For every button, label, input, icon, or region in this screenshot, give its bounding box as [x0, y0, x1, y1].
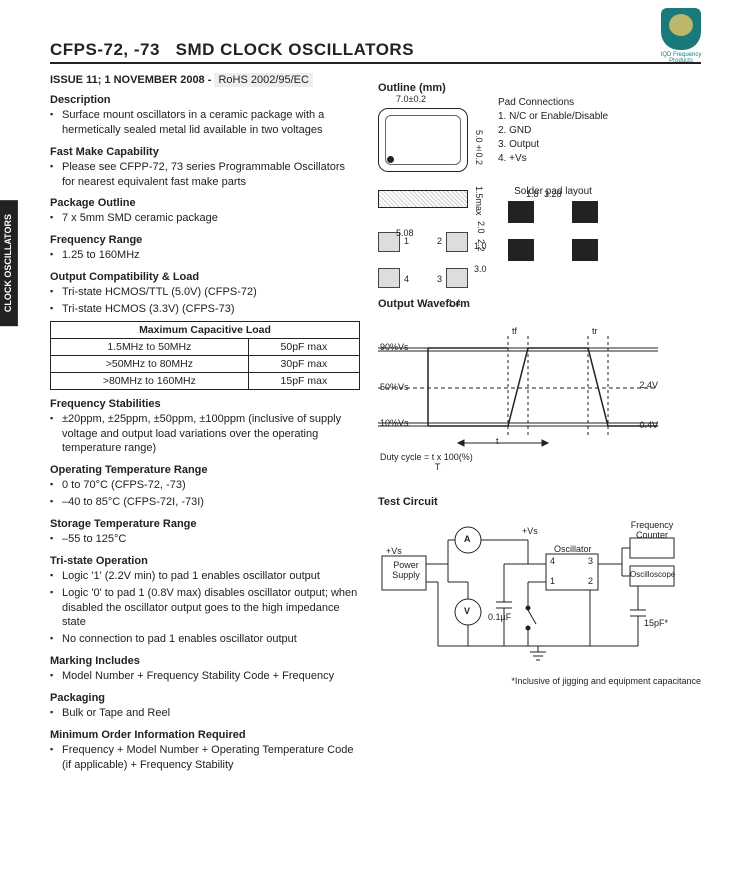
output-waveform-diagram: 90%Vs 50%Vs 10%Vs 2.4V 0.4V tf tr t Duty…	[378, 318, 658, 468]
heading-storetemp: Storage Temperature Range	[50, 518, 360, 530]
heading-package: Package Outline	[50, 197, 360, 209]
heading-optemp: Operating Temperature Range	[50, 464, 360, 476]
list-item: Surface mount oscillators in a ceramic p…	[50, 108, 360, 138]
list-item: Bulk or Tape and Reel	[50, 706, 360, 721]
heading-outline: Outline (mm)	[378, 82, 701, 94]
list-item: Logic '0' to pad 1 (0.8V max) disables o…	[50, 586, 360, 631]
heading-tristate: Tri-state Operation	[50, 555, 360, 567]
list-item: –55 to 125°C	[50, 532, 360, 547]
list-item: 1.25 to 160MHz	[50, 248, 360, 263]
heading-packaging: Packaging	[50, 692, 360, 704]
package-top-view	[378, 108, 468, 172]
list-item: Logic '1' (2.2V min) to pad 1 enables os…	[50, 569, 360, 584]
heading-outputcomp: Output Compatibility & Load	[50, 271, 360, 283]
pad-connections: Pad Connections 1. N/C or Enable/Disable…	[498, 96, 608, 166]
list-item: No connection to pad 1 enables oscillato…	[50, 632, 360, 647]
heading-fastmake: Fast Make Capability	[50, 146, 360, 158]
brand-logo: IQD Frequency Products	[655, 8, 707, 68]
heading-minorder: Minimum Order Information Required	[50, 729, 360, 741]
capacitive-load-table: Maximum Capacitive Load 1.5MHz to 50MHz5…	[50, 321, 360, 390]
outline-diagram: 7.0±0.2 5.0±0.2 1.5max 1 2 3 4 5.08 3.0 …	[378, 96, 701, 288]
list-item: Model Number + Frequency Stability Code …	[50, 669, 360, 684]
package-side-view	[378, 190, 468, 208]
left-column: ISSUE 11; 1 NOVEMBER 2008 - RoHS 2002/95…	[50, 74, 360, 774]
list-item: Tri-state HCMOS (3.3V) (CFPS-73)	[50, 302, 360, 317]
heading-waveform: Output Waveform	[378, 298, 701, 310]
heading-freqstab: Frequency Stabilities	[50, 398, 360, 410]
list-item: –40 to 85°C (CFPS-72I, -73I)	[50, 495, 360, 510]
list-item: Tri-state HCMOS/TTL (5.0V) (CFPS-72)	[50, 285, 360, 300]
solder-pad-layout: Solder pad layout 1.8 3.28 2.0 2.2	[498, 186, 608, 261]
list-item: 0 to 70°C (CFPS-72, -73)	[50, 478, 360, 493]
heading-testcircuit: Test Circuit	[378, 496, 701, 508]
list-item: ±20ppm, ±25ppm, ±50ppm, ±100ppm (inclusi…	[50, 412, 360, 457]
issue-line: ISSUE 11; 1 NOVEMBER 2008 - RoHS 2002/95…	[50, 74, 360, 86]
heading-marking: Marking Includes	[50, 655, 360, 667]
package-bottom-view: 1 2 3 4	[378, 232, 468, 288]
heading-description: Description	[50, 94, 360, 106]
right-column: Outline (mm) 7.0±0.2 5.0±0.2 1.5max 1 2 …	[378, 74, 701, 774]
page-title: CFPS-72, -73 SMD CLOCK OSCILLATORS	[50, 40, 701, 64]
side-category-tab: CLOCK OSCILLATORS	[0, 200, 18, 326]
test-circuit-diagram: +Vs Power Supply A V +Vs 0.1µF Oscillato…	[378, 516, 678, 666]
list-item: Please see CFPP-72, 73 series Programmab…	[50, 160, 360, 190]
list-item: 7 x 5mm SMD ceramic package	[50, 211, 360, 226]
test-circuit-footnote: *Inclusive of jigging and equipment capa…	[378, 676, 701, 686]
list-item: Frequency + Model Number + Operating Tem…	[50, 743, 360, 773]
heading-freqrange: Frequency Range	[50, 234, 360, 246]
